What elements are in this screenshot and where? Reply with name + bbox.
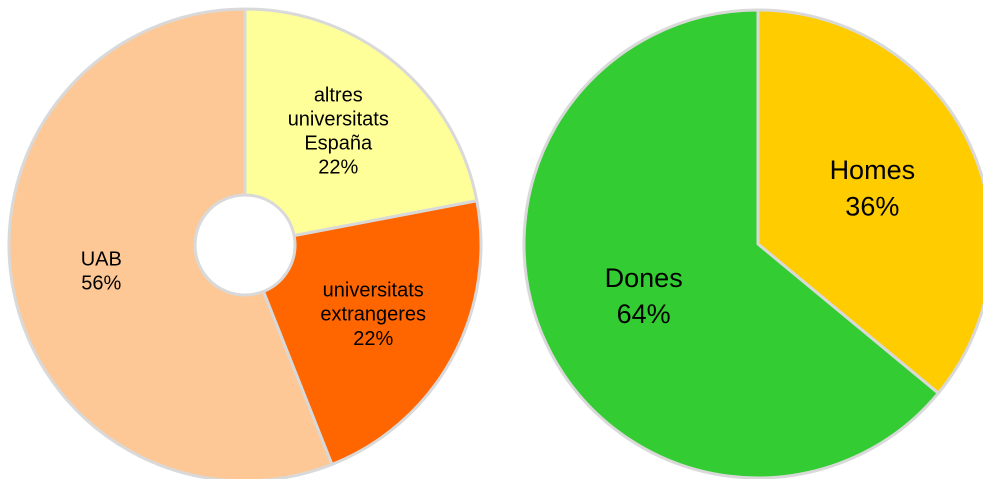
slice-name: Dones bbox=[605, 263, 683, 293]
slice bbox=[522, 8, 940, 479]
slice-name: UAB bbox=[81, 249, 122, 271]
slice bbox=[243, 7, 479, 238]
slice-value: 22% bbox=[318, 157, 358, 179]
slice-name: Homes bbox=[830, 155, 916, 185]
pie-chart: Homes 36% Dones 64% bbox=[522, 8, 983, 479]
slice bbox=[7, 7, 334, 479]
slice-name: universitats extrangeres bbox=[320, 280, 426, 326]
slice-value: 64% bbox=[617, 299, 671, 329]
slice bbox=[261, 199, 483, 466]
slice-value: 56% bbox=[81, 273, 121, 295]
slice-name: altres universitats España bbox=[288, 85, 389, 155]
slice-value: 36% bbox=[845, 191, 899, 221]
slice-value: 22% bbox=[353, 328, 393, 350]
slice bbox=[756, 8, 983, 395]
